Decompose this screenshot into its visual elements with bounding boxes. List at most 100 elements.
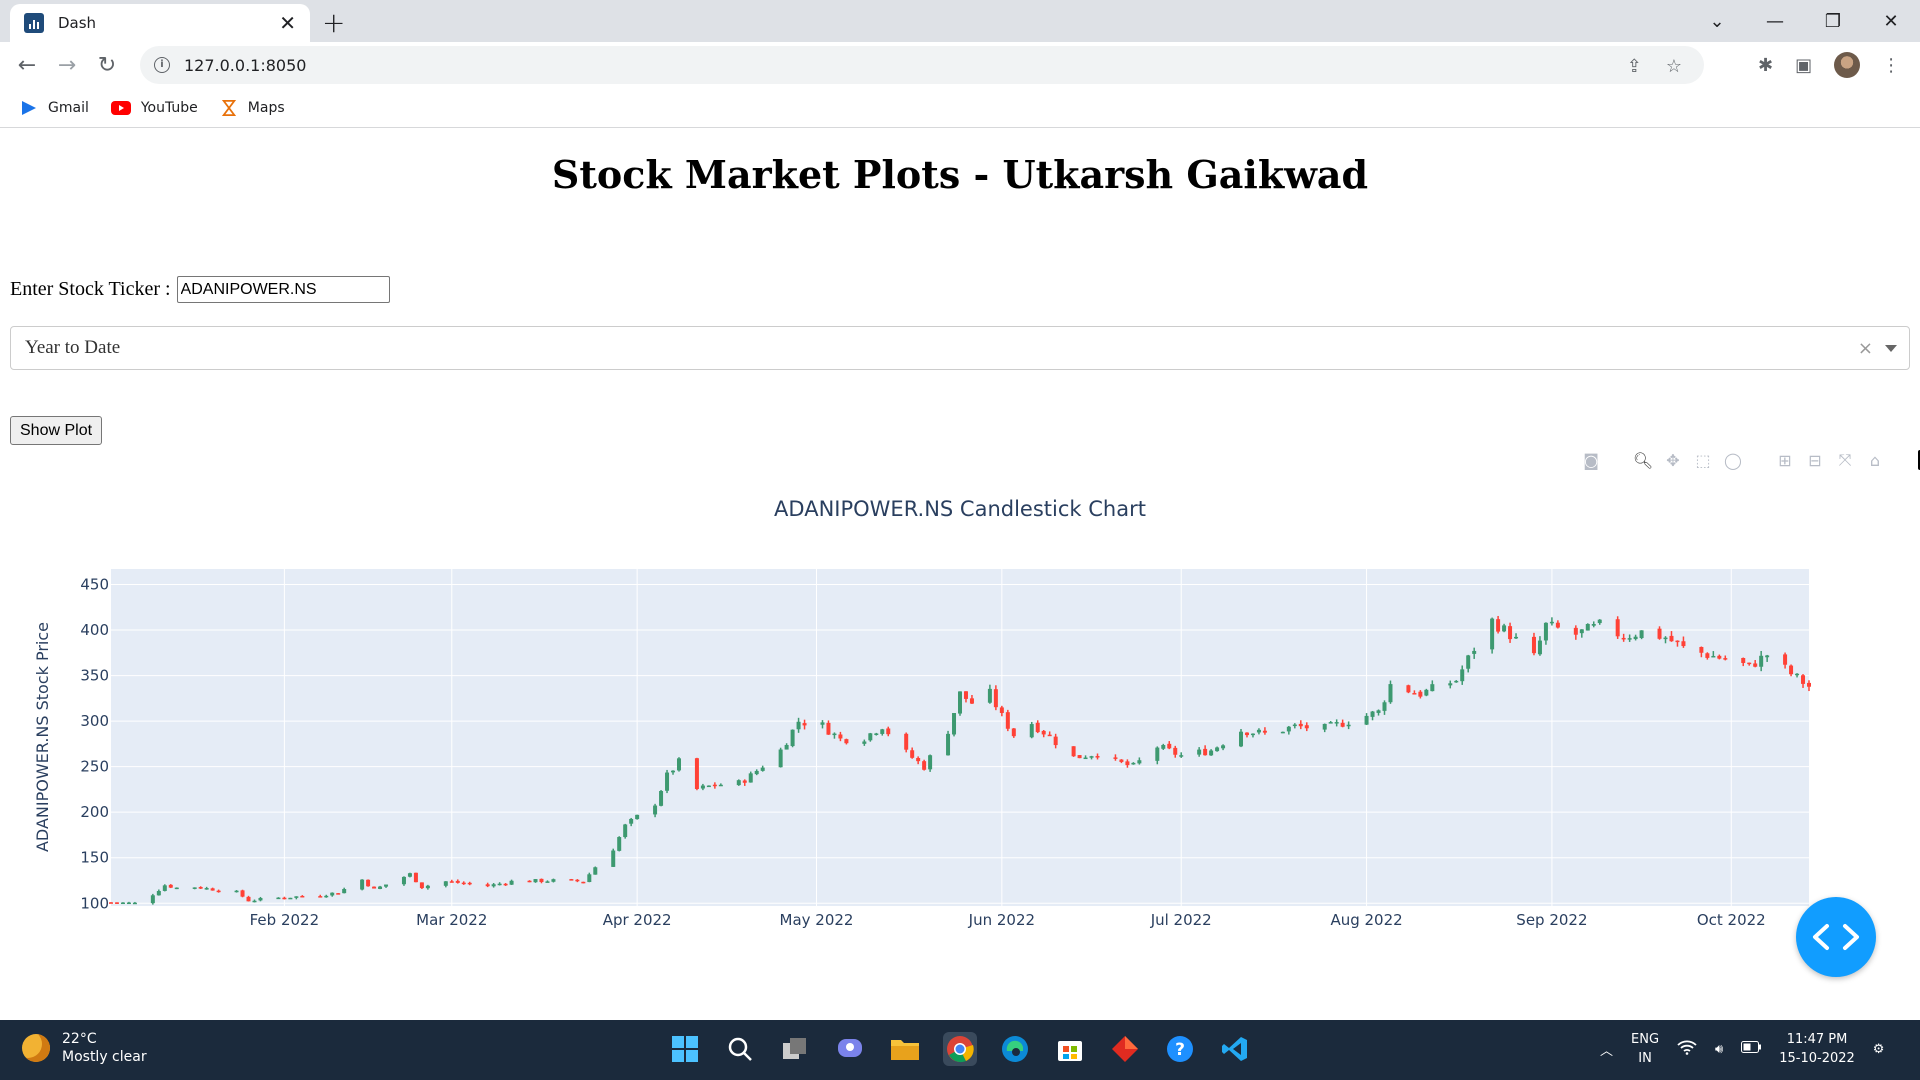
candle [676,757,681,772]
candle [114,902,119,904]
autoscale-icon[interactable]: ⤧ [1838,450,1852,469]
menu-icon[interactable]: ⋮ [1882,54,1901,76]
microsoft-store-icon[interactable] [1053,1032,1087,1066]
file-explorer-icon[interactable] [888,1032,922,1066]
candle [1011,728,1016,738]
candle-body [1579,629,1584,634]
candle [1543,622,1548,645]
show-hidden-icons-icon[interactable]: ︿ [1600,1043,1614,1059]
candle [880,728,885,736]
candle [1053,733,1058,749]
zoom-icon[interactable]: 🔍︎ [1632,450,1654,470]
candle-body [282,897,287,900]
candle [1215,746,1220,752]
task-view-icon[interactable] [778,1032,812,1066]
candle [1711,651,1716,658]
candle-body [539,878,544,883]
reload-button[interactable]: ↻ [97,52,117,78]
candle [162,884,167,892]
show-plot-button[interactable]: Show Plot [10,416,103,445]
minimize-button[interactable]: — [1766,10,1784,32]
system-clock[interactable]: 11:47 PM 15-10-2022 [1779,1032,1855,1066]
candle-body [1723,658,1728,660]
zoom-in-icon[interactable]: ⊞ [1778,450,1792,470]
candle-body [1364,715,1369,725]
notification-icon[interactable]: ⚙︎ [1872,1041,1885,1057]
candle-body [694,758,699,790]
candle [1209,749,1214,756]
volume-icon[interactable]: 🔊︎ [1715,1041,1724,1057]
candle [1555,620,1560,629]
address-bar[interactable]: i 127.0.0.1:8050 ⇪ ☆ [140,46,1704,84]
clear-selection-icon[interactable]: × [1857,337,1873,359]
url-text[interactable]: 127.0.0.1:8050 [184,55,307,75]
candle [1795,673,1800,678]
camera-icon[interactable]: ◙ [1583,450,1599,470]
new-tab-button[interactable]: + [322,6,346,39]
candle-body [1699,647,1704,653]
candle-body [700,785,705,789]
ticker-input[interactable] [176,276,390,303]
edge-icon[interactable] [998,1032,1032,1066]
vscode-icon[interactable] [1218,1032,1252,1066]
dash-devtools-button[interactable] [1796,897,1876,977]
candle [252,899,257,903]
close-window-button[interactable]: ✕ [1883,10,1899,32]
plotly-logo-icon[interactable] [1918,450,1920,470]
lasso-select-icon[interactable]: ◯ [1724,450,1742,470]
candle [928,754,933,772]
battery-icon[interactable] [1741,1041,1762,1057]
candle-body [1657,628,1662,639]
candle [1406,684,1411,694]
candle-body [1209,750,1214,756]
box-select-icon[interactable]: ⬚ [1695,450,1711,470]
maps-icon [221,99,236,116]
site-info-icon[interactable]: i [154,57,170,73]
candle [1376,709,1381,716]
back-button[interactable]: ← [17,52,37,78]
dropdown-arrow-icon[interactable] [1885,344,1897,352]
candle [1508,622,1513,643]
restore-button[interactable]: ❐ [1824,10,1842,32]
bookmark-maps[interactable]: Maps [220,99,285,116]
ticker-label: Enter Stock Ticker : [10,278,171,300]
bookmark-star-icon[interactable]: ☆ [1665,56,1682,77]
close-tab-icon[interactable]: ✕ [279,11,296,35]
chat-icon[interactable] [833,1032,867,1066]
zoom-out-icon[interactable]: ⊟ [1808,450,1822,470]
red-app-icon[interactable] [1108,1032,1142,1066]
reset-axes-icon[interactable]: ⌂ [1869,450,1881,470]
candle [575,879,580,883]
candle [360,879,365,891]
period-dropdown[interactable]: Year to Date × [10,326,1910,370]
pan-icon[interactable]: ✥ [1666,450,1680,470]
language-indicator[interactable]: ENG IN [1631,1032,1660,1066]
browser-tab[interactable]: Dash ✕ [10,4,310,42]
candle-body [1675,640,1680,643]
candle-body [1155,747,1160,761]
search-icon[interactable] [723,1032,757,1066]
candle-body [796,721,801,730]
bookmark-gmail[interactable]: Gmail [20,100,89,116]
candle [1669,631,1674,642]
profile-avatar[interactable] [1834,52,1861,78]
share-icon[interactable]: ⇪ [1626,56,1642,77]
x-tick-label: Jul 2022 [1150,911,1212,929]
bookmark-youtube[interactable]: YouTube [110,100,198,116]
help-icon[interactable]: ? [1163,1032,1197,1066]
tab-search-icon[interactable]: ⌄ [1709,10,1725,32]
candle-body [246,896,251,902]
start-icon[interactable] [668,1032,702,1066]
side-panel-icon[interactable]: ▣ [1795,54,1813,76]
candlestick-chart[interactable]: ADANIPOWER.NS Candlestick Chart 100 150 20… [0,460,1920,940]
candle-body [1705,653,1710,658]
wifi-icon[interactable] [1677,1039,1697,1059]
chrome-icon[interactable] [943,1032,977,1066]
candle-body [969,698,974,704]
extensions-icon[interactable]: ✱ [1758,54,1774,76]
weather-widget[interactable]: 22°C Mostly clear [22,1030,147,1066]
plot-area[interactable] [111,569,1809,906]
candle [796,717,801,733]
candle [1131,762,1136,765]
forward-button[interactable]: → [57,52,77,78]
